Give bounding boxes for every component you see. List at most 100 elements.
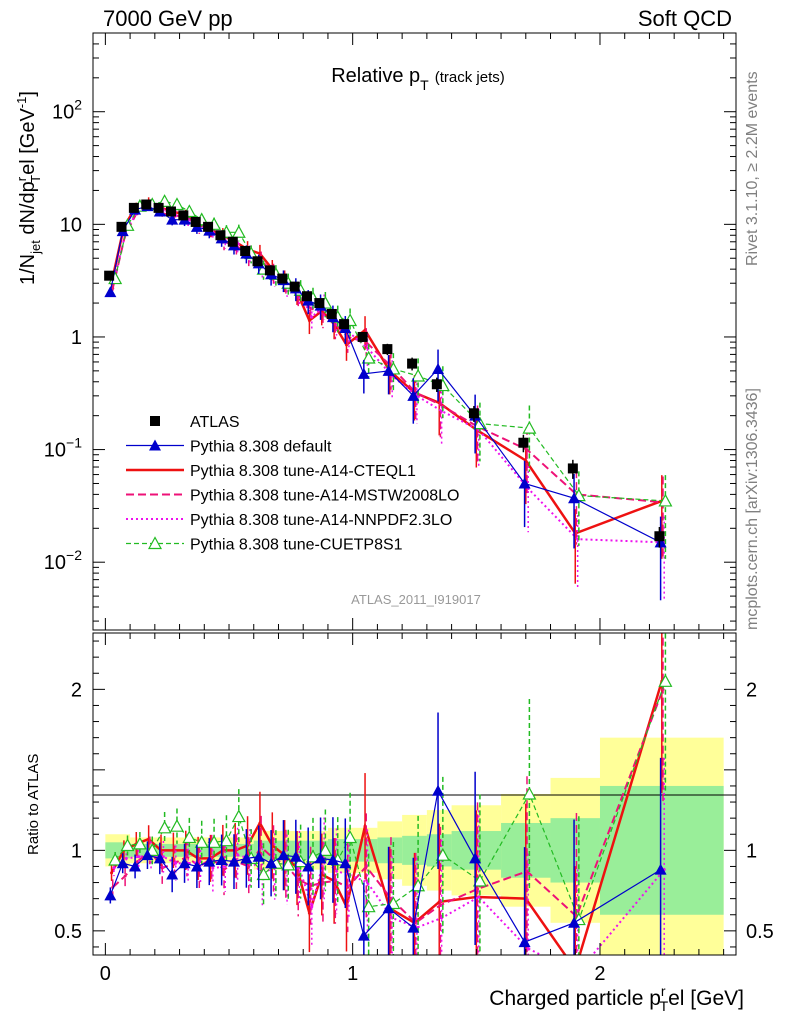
- data-point: [129, 860, 142, 872]
- data-point: [314, 852, 327, 864]
- data-point: [259, 845, 263, 849]
- data-point: [361, 899, 376, 913]
- data-point: [185, 855, 189, 859]
- main-title: Relative pT (track jets): [331, 65, 505, 93]
- data-point: [219, 833, 234, 847]
- header-process: Soft QCD: [637, 6, 732, 31]
- data-point: [166, 868, 179, 880]
- data-point: [194, 835, 209, 848]
- y-tick-label: 1: [71, 327, 82, 349]
- data-point: [357, 367, 370, 379]
- legend-label: Pythia 8.308 tune-A14-CTEQL1: [190, 463, 416, 480]
- data-point: [207, 835, 222, 848]
- uncertainty-band-inner: [599, 785, 724, 915]
- data-point: [431, 379, 442, 390]
- data-point: [476, 887, 480, 891]
- x-tick-label: 2: [594, 963, 605, 985]
- y-tick-label: 10−2: [44, 547, 82, 574]
- data-point: [335, 869, 339, 873]
- mcplots-label: mcplots.cern.ch [arXiv:1306.3436]: [744, 388, 761, 630]
- data-point: [104, 270, 115, 281]
- data-point: [124, 856, 128, 860]
- legend-item: Pythia 8.308 tune-CUETP8S1: [126, 536, 403, 554]
- data-point: [128, 202, 139, 213]
- data-point: [264, 265, 275, 276]
- data-point: [166, 213, 179, 225]
- data-point: [215, 854, 228, 866]
- series-line: [109, 789, 661, 943]
- data-point: [190, 860, 203, 872]
- data-point: [289, 850, 302, 862]
- data-point: [307, 319, 311, 323]
- data-point: [309, 884, 313, 888]
- legend-item: Pythia 8.308 tune-A14-NNPDF2.3LO: [126, 512, 452, 529]
- series-line: [114, 681, 666, 922]
- data-point: [120, 838, 135, 852]
- ratio-panel: 0.5 0.5 1 1 2 2 0 1 2 Ratio to ATLAS Charged pa…: [25, 632, 774, 1014]
- data-point: [326, 308, 337, 319]
- data-point: [574, 968, 577, 971]
- main-panel-frame: [92, 32, 737, 631]
- data-point: [123, 874, 127, 878]
- series-CUETP8S1: [108, 633, 673, 955]
- data-point: [407, 389, 420, 401]
- data-point: [301, 291, 312, 302]
- data-point: [343, 830, 358, 844]
- data-point: [522, 420, 537, 434]
- data-point: [339, 857, 352, 869]
- data-point: [236, 853, 240, 857]
- data-point: [468, 408, 479, 419]
- data-point: [161, 855, 165, 859]
- ratio-y-tick-label: 2: [746, 679, 757, 701]
- data-point: [157, 820, 172, 834]
- data-point: [357, 331, 368, 342]
- data-point: [240, 245, 251, 256]
- ratio-y-axis-label: Ratio to ATLAS: [25, 754, 42, 855]
- legend-marker: [150, 416, 160, 426]
- data-point: [256, 867, 271, 881]
- data-point: [108, 852, 123, 866]
- legend-marker: [147, 536, 163, 550]
- series-line: [112, 689, 664, 925]
- y-tick-label: 10: [60, 214, 82, 236]
- data-point: [165, 206, 176, 217]
- x-tick-label: 1: [347, 963, 358, 985]
- data-point: [305, 849, 321, 863]
- x-tick-label: 0: [100, 963, 111, 985]
- legend-label: Pythia 8.308 default: [190, 439, 332, 456]
- legend-item: Pythia 8.308 tune-A14-MSTW2008LO: [126, 488, 459, 505]
- series-line: [111, 203, 664, 504]
- data-point: [178, 857, 191, 869]
- legend-label: Pythia 8.308 tune-A14-MSTW2008LO: [190, 488, 459, 505]
- series-default: [104, 712, 667, 955]
- data-point: [469, 852, 482, 864]
- data-point: [190, 216, 201, 227]
- data-point: [203, 221, 214, 232]
- data-point: [141, 849, 154, 861]
- ratio-y-ticks: 0.5 0.5 1 1 2 2: [54, 640, 774, 948]
- ratio-panel-frame: [92, 632, 737, 956]
- data-point: [231, 809, 246, 823]
- main-y-ticks: 10−2 10−1 1 10 102: [44, 32, 736, 622]
- data-point: [382, 344, 393, 355]
- data-point: [228, 855, 241, 867]
- data-point: [567, 463, 578, 474]
- data-point: [116, 857, 129, 869]
- ratio-y-tick-label: 1: [71, 840, 82, 862]
- data-point: [153, 852, 166, 864]
- data-point: [435, 847, 450, 861]
- legend-item: Pythia 8.308 default: [126, 439, 332, 456]
- data-point: [132, 836, 147, 850]
- data-point: [252, 850, 265, 862]
- legend-label: ATLAS: [190, 414, 240, 431]
- data-point: [654, 536, 667, 548]
- data-point: [357, 929, 370, 941]
- data-point: [654, 863, 667, 875]
- data-point: [382, 364, 395, 376]
- y-tick-label: 102: [52, 97, 82, 124]
- data-point: [302, 860, 315, 872]
- data-point: [326, 854, 339, 866]
- data-point: [111, 286, 115, 290]
- data-point: [568, 492, 581, 504]
- data-point: [169, 818, 184, 832]
